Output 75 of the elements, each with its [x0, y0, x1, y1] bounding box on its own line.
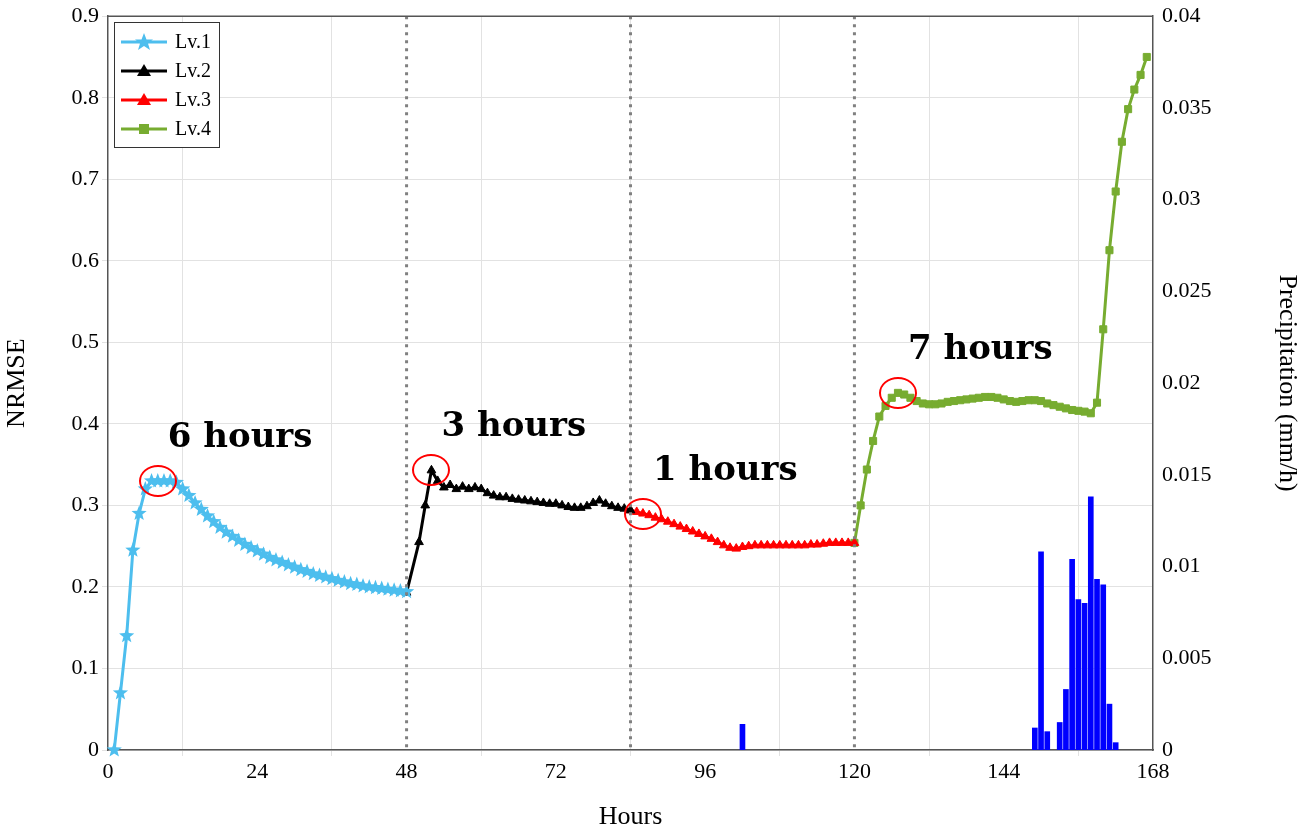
point	[718, 539, 729, 549]
point	[476, 483, 487, 493]
point	[112, 684, 129, 700]
point	[187, 494, 203, 510]
y-tick-label: 0.2	[71, 572, 99, 598]
point	[669, 518, 679, 528]
point	[1130, 85, 1139, 94]
y2-tick-label: 0.025	[1162, 277, 1212, 303]
x-tick-label: 24	[246, 757, 269, 783]
y2-tick-label: 0.005	[1162, 644, 1212, 670]
point	[1099, 325, 1108, 334]
y-tick-label: 0.5	[71, 328, 99, 354]
legend-label: Lv.1	[175, 30, 211, 54]
point	[420, 499, 431, 509]
y-tick-label: 0	[88, 735, 99, 761]
point	[131, 505, 147, 521]
x-tick-label: 144	[987, 757, 1021, 783]
legend-label: Lv.4	[175, 117, 211, 141]
x-axis-title: Hours	[598, 801, 663, 831]
point	[644, 509, 654, 519]
point	[125, 542, 141, 557]
y-tick-label: 0.4	[71, 409, 99, 435]
point	[1049, 401, 1058, 410]
y-tick-label: 0.6	[71, 246, 99, 272]
y2-tick-label: 0.035	[1162, 93, 1212, 119]
point	[700, 530, 710, 540]
x-tick-label: 72	[544, 757, 567, 783]
y2-tick-label: 0.015	[1162, 460, 1212, 486]
point	[694, 528, 704, 537]
point	[501, 491, 511, 501]
point	[206, 513, 222, 529]
y-tick-label: 0.9	[71, 1, 99, 27]
point	[1086, 409, 1095, 418]
y2-tick-label: 0.03	[1162, 185, 1201, 211]
point	[1124, 105, 1133, 114]
point	[1111, 187, 1120, 196]
y-tick-label: 0.7	[71, 165, 99, 191]
point	[1105, 246, 1114, 255]
point	[119, 627, 135, 643]
y2-tick-label: 0.01	[1162, 552, 1201, 578]
x-tick-label: 120	[837, 757, 871, 783]
point	[862, 465, 871, 474]
point	[175, 481, 191, 496]
annotation: 6 hours	[167, 414, 313, 455]
point	[869, 436, 878, 446]
point	[875, 412, 884, 421]
point	[414, 536, 424, 546]
y2-axis-title: Precipitation (mm/h)	[1273, 274, 1303, 492]
point	[1092, 398, 1102, 407]
point	[1117, 137, 1126, 146]
x-tick-label: 96	[694, 757, 717, 783]
x-tick-label: 48	[395, 757, 418, 783]
point	[687, 525, 698, 535]
point	[706, 533, 717, 542]
annotation: 1 hours	[652, 447, 798, 488]
point	[106, 742, 122, 757]
point	[662, 516, 673, 525]
point	[1136, 70, 1145, 79]
y2-tick-label: 0.02	[1162, 368, 1201, 394]
y2-tick-label: 0.04	[1162, 1, 1201, 27]
legend-label: Lv.3	[175, 88, 211, 112]
point	[1142, 52, 1151, 61]
point	[181, 487, 197, 503]
y-tick-label: 0.1	[71, 654, 99, 680]
point	[887, 393, 896, 402]
point	[439, 481, 449, 491]
point	[856, 501, 865, 510]
point	[712, 536, 723, 546]
point	[519, 495, 530, 504]
y-tick-label: 0.8	[71, 83, 99, 109]
annotation: 3 hours	[441, 404, 587, 445]
annotation: 7 hours	[907, 326, 1053, 367]
y-tick-label: 0.3	[71, 491, 99, 517]
legend-label: Lv.2	[175, 59, 211, 83]
y-axis-title: NRMSE	[1, 338, 31, 428]
